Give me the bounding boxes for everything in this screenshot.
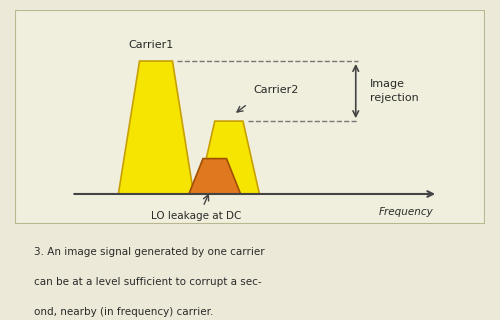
Polygon shape (189, 159, 240, 194)
Text: 3. An image signal generated by one carrier: 3. An image signal generated by one carr… (34, 246, 264, 257)
Text: ond, nearby (in frequency) carrier.: ond, nearby (in frequency) carrier. (34, 308, 213, 317)
Text: can be at a level sufficient to corrupt a sec-: can be at a level sufficient to corrupt … (34, 277, 262, 287)
Text: Frequency: Frequency (378, 207, 434, 217)
FancyBboxPatch shape (15, 10, 485, 224)
Text: Image
rejection: Image rejection (370, 79, 418, 103)
Polygon shape (198, 121, 260, 194)
Text: LO leakage at DC: LO leakage at DC (151, 211, 241, 221)
Text: Carrier1: Carrier1 (128, 40, 174, 50)
Text: Carrier2: Carrier2 (253, 85, 298, 95)
Polygon shape (118, 61, 194, 194)
